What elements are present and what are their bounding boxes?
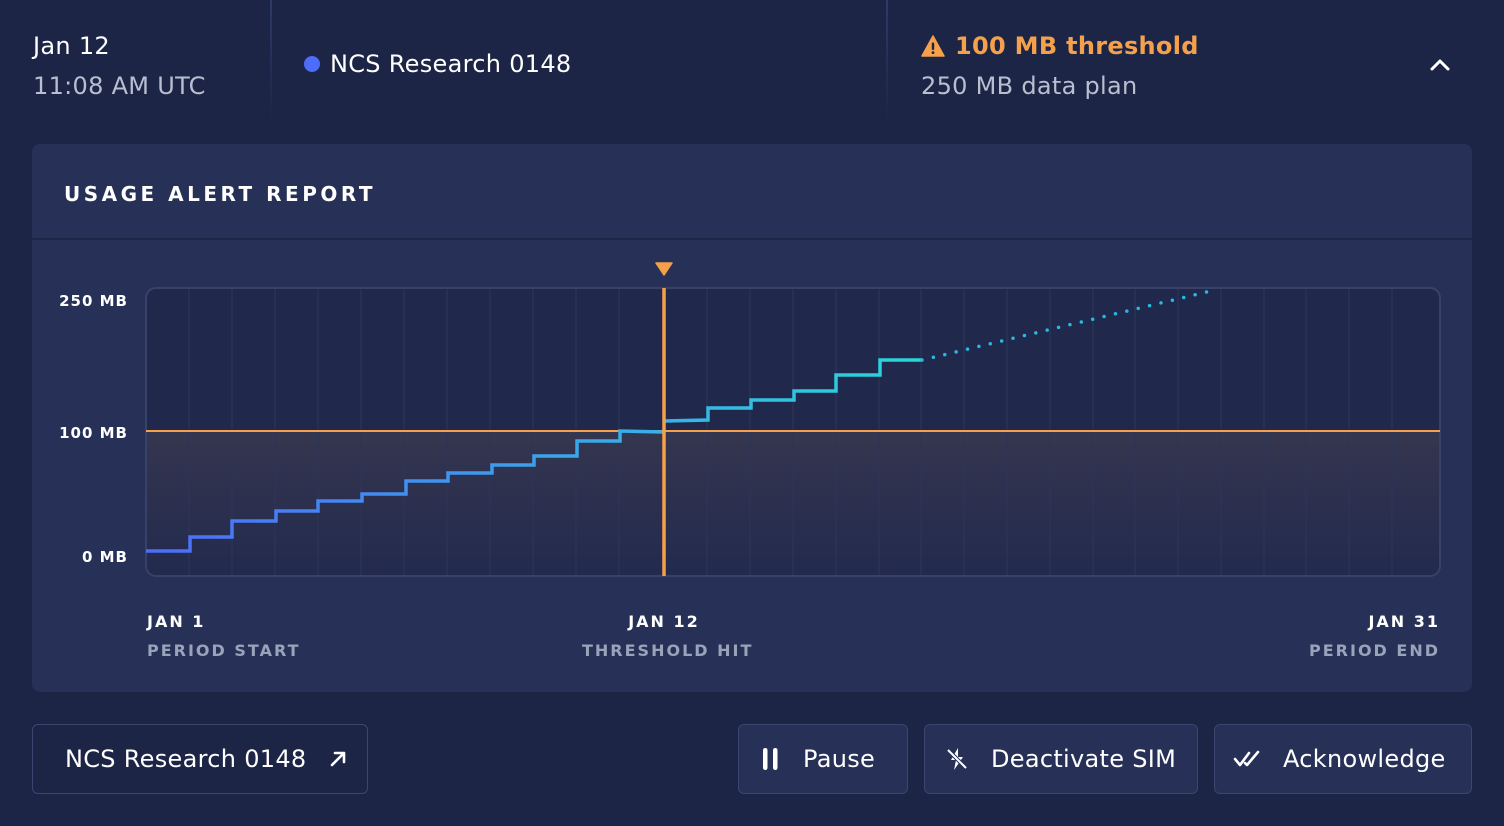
collapse-button[interactable] — [1424, 50, 1456, 78]
projected-usage-line — [920, 288, 1217, 362]
alert-header: Jan 12 11:08 AM UTC NCS Research 0148 10… — [0, 0, 1504, 128]
arrow-up-right-icon — [331, 751, 346, 767]
device-name: NCS Research 0148 — [304, 50, 571, 78]
usage-line-after — [663, 358, 922, 423]
device-name-label: NCS Research 0148 — [330, 50, 572, 78]
pause-icon — [763, 748, 778, 770]
x-label-sub: THRESHOLD HIT — [582, 641, 754, 660]
pause-label: Pause — [803, 745, 876, 773]
card-divider — [32, 238, 1472, 240]
threshold-alert: 100 MB threshold — [921, 32, 1199, 60]
x-label-end: JAN 31 PERIOD END — [1309, 612, 1440, 660]
alert-time: 11:08 AM UTC — [33, 72, 206, 100]
x-label-sub: PERIOD START — [147, 641, 301, 660]
usage-line-before — [146, 429, 665, 553]
alert-date: Jan 12 — [33, 32, 110, 60]
header-divider — [270, 0, 272, 120]
pause-button[interactable]: Pause — [738, 724, 908, 794]
device-link-button[interactable]: NCS Research 0148 — [32, 724, 368, 794]
flash-off-icon — [946, 748, 968, 770]
header-divider — [886, 0, 888, 120]
threshold-marker-icon — [655, 262, 673, 276]
y-label-0: 0 MB — [81, 548, 128, 566]
x-label-date: JAN 1 — [147, 612, 206, 631]
y-label-100: 100 MB — [59, 424, 128, 442]
x-label-date: JAN 31 — [1368, 612, 1440, 631]
status-dot-icon — [304, 56, 320, 72]
x-label-sub: PERIOD END — [1309, 641, 1440, 660]
chevron-up-icon — [1430, 59, 1450, 71]
deactivate-sim-button[interactable]: Deactivate SIM — [924, 724, 1198, 794]
acknowledge-button[interactable]: Acknowledge — [1214, 724, 1472, 794]
acknowledge-label: Acknowledge — [1283, 745, 1446, 773]
data-plan-label: 250 MB data plan — [921, 72, 1138, 100]
device-link-label: NCS Research 0148 — [65, 745, 307, 773]
x-label-start: JAN 1 PERIOD START — [147, 612, 300, 660]
card-title: USAGE ALERT REPORT — [64, 182, 377, 206]
deactivate-sim-label: Deactivate SIM — [991, 745, 1177, 773]
threshold-label: 100 MB threshold — [955, 32, 1199, 60]
x-label-threshold: JAN 12 THRESHOLD HIT — [582, 612, 754, 660]
y-label-250: 250 MB — [59, 292, 128, 310]
double-check-icon — [1233, 750, 1260, 767]
warning-triangle-icon — [921, 35, 945, 57]
x-label-date: JAN 12 — [628, 612, 700, 631]
